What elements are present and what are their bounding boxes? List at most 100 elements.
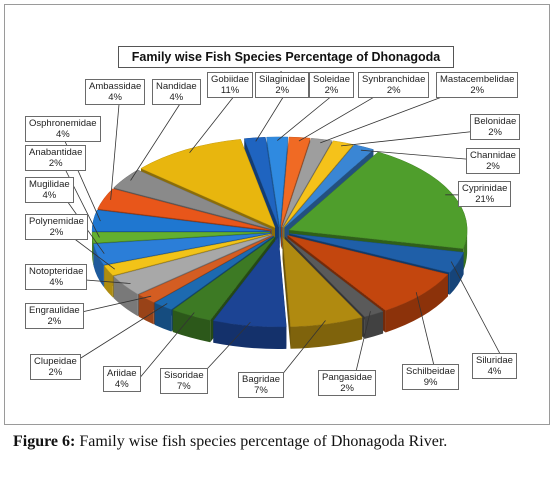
label-name-ambassidae: Ambassidae [89,81,142,92]
leader-anabantidae [59,158,100,238]
slice-wall-engraulidae-0 [138,294,154,325]
slice-polynemidae [103,233,271,276]
label-bagridae: Bagridae 7% [238,372,285,398]
label-name-siluridae: Siluridae [476,355,513,366]
slice-wall-clupeidae-0 [154,302,172,332]
label-notopteridae: Notopteridae 4% [25,264,88,290]
slice-notopteridae [113,234,272,295]
label-name-osphronemidae: Osphronemidae [29,118,97,129]
label-name-gobiidae: Gobiidae [211,74,250,85]
leader-clupeidae [64,303,168,369]
slice-bagridae [282,236,363,328]
label-name-clupeidae: Clupeidae [34,356,77,367]
slice-siluridae [289,233,464,273]
label-name-anabantidae: Anabantidae [29,147,83,158]
label-osphronemidae: Osphronemidae 4% [25,116,101,142]
label-name-polynemidae: Polynemidae [29,216,84,227]
leader-siluridae [450,261,508,368]
label-name-sisoridae: Sisoridae [164,370,204,381]
label-name-notopteridae: Notopteridae [29,266,84,277]
label-name-pangasidae: Pangasidae [322,372,373,383]
label-value-sisoridae: 7% [176,381,191,392]
slice-wall-siluridae-0 [449,252,464,295]
label-name-schilbeidae: Schilbeidae [406,366,456,377]
label-name-engraulidae: Engraulidae [29,305,80,316]
slice-schilbeidae [287,235,449,311]
label-name-cyprinidae: Cyprinidae [462,183,508,194]
label-name-bagridae: Bagridae [242,374,281,385]
label-mastacembelidae: Mastacembelidae 2% [436,72,519,98]
slice-wall-bagridae-0 [290,317,363,349]
label-clupeidae: Clupeidae 2% [30,354,81,380]
slice-silaginidae [243,136,279,228]
label-gobiidae: Gobiidae 11% [207,72,254,98]
label-value-osphronemidae: 4% [55,129,70,140]
caption-label: Figure 6: [13,433,76,450]
label-nandidae: Nandidae 4% [152,79,201,105]
label-value-pangasidae: 2% [340,383,354,394]
label-schilbeidae: Schilbeidae 9% [402,364,460,390]
label-anabantidae: Anabantidae 2% [25,145,87,171]
label-value-silaginidae: 2% [275,85,290,96]
label-value-soleidae: 2% [324,85,339,96]
leader-nandidae [130,92,188,181]
label-value-schilbeidae: 9% [423,377,438,388]
slice-mastacembelidae [281,138,333,228]
slice-wall-schilbeidae-0 [385,274,448,333]
label-sisoridae: Sisoridae 7% [160,368,208,394]
label-polynemidae: Polynemidae 2% [25,214,88,240]
slice-osphronemidae [91,209,271,232]
label-value-mastacembelidae: 2% [470,85,485,96]
label-value-anabantidae: 2% [48,158,63,169]
leader-ariidae [137,312,195,381]
label-name-belonidae: Belonidae [474,116,517,127]
label-cyprinidae: Cyprinidae 21% [458,181,512,207]
label-name-mugilidae: Mugilidae [29,179,70,190]
label-value-polynemidae: 2% [49,227,64,238]
label-value-gobiidae: 11% [220,85,240,96]
label-pangasidae: Pangasidae 2% [318,370,377,396]
slice-engraulidae [138,235,273,303]
label-value-belonidae: 2% [488,127,502,138]
slice-pangasidae [284,236,384,318]
label-name-soleidae: Soleidae [313,74,350,85]
slice-cyprinidae [288,151,468,249]
label-value-siluridae: 4% [487,366,502,377]
label-engraulidae: Engraulidae 2% [25,303,84,329]
leader-osphronemidae [59,129,101,222]
label-silaginidae: Silaginidae 2% [255,72,310,98]
label-value-engraulidae: 2% [47,316,62,327]
caption-text: Family wise fish species percentage of D… [75,433,448,450]
label-name-ariidae: Ariidae [107,368,137,379]
label-value-cyprinidae: 21% [475,194,495,205]
label-belonidae: Belonidae 2% [470,114,521,140]
leader-schilbeidae [415,292,438,379]
slice-soleidae [266,136,289,227]
label-value-bagridae: 7% [254,385,268,396]
label-name-synbranchidae: Synbranchidae [362,74,426,85]
label-channidae: Channidae 2% [466,148,520,174]
slice-ambassidae [97,188,271,231]
label-value-nandidae: 4% [169,92,184,103]
label-mugilidae: Mugilidae 4% [25,177,74,203]
slice-ariidae [172,236,276,321]
label-value-ariidae: 4% [114,379,129,390]
label-name-silaginidae: Silaginidae [259,74,306,85]
slice-wall-notopteridae-0 [113,276,138,317]
label-synbranchidae: Synbranchidae 2% [358,72,430,98]
slice-side-bagridae-1 [282,236,291,349]
label-value-synbranchidae: 2% [386,85,401,96]
label-name-channidae: Channidae [470,150,516,161]
label-name-mastacembelidae: Mastacembelidae [440,74,515,85]
slice-wall-ariidae-0 [172,310,211,343]
slice-tops [91,136,468,328]
slice-gobiidae [140,139,276,229]
slice-synbranchidae [280,136,311,228]
leader-ambassidae [110,92,121,200]
label-value-ambassidae: 4% [108,92,122,103]
label-ambassidae: Ambassidae 4% [85,79,146,105]
slice-wall-pangasidae-0 [364,311,384,339]
label-siluridae: Siluridae 4% [472,353,517,379]
slice-wall-anabantidae-0 [92,232,94,266]
slice-anabantidae [91,232,271,244]
